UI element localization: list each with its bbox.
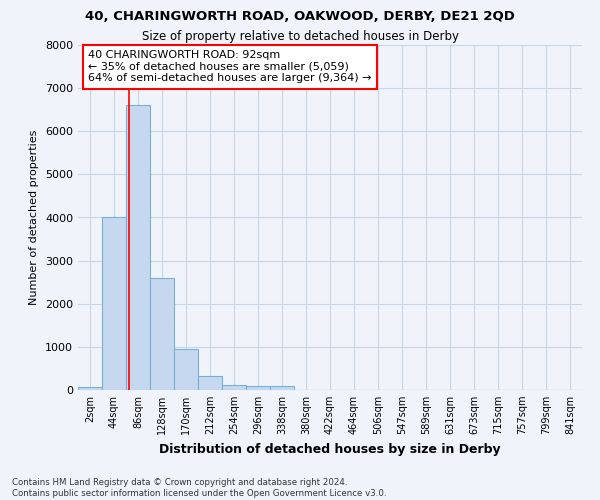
Bar [222,385,246,390]
Bar [150,278,174,390]
Text: Size of property relative to detached houses in Derby: Size of property relative to detached ho… [142,30,458,43]
Bar [270,386,294,390]
Text: 40 CHARINGWORTH ROAD: 92sqm
← 35% of detached houses are smaller (5,059)
64% of : 40 CHARINGWORTH ROAD: 92sqm ← 35% of det… [88,50,371,84]
Text: Contains HM Land Registry data © Crown copyright and database right 2024.
Contai: Contains HM Land Registry data © Crown c… [12,478,386,498]
X-axis label: Distribution of detached houses by size in Derby: Distribution of detached houses by size … [159,442,501,456]
Y-axis label: Number of detached properties: Number of detached properties [29,130,40,305]
Text: 40, CHARINGWORTH ROAD, OAKWOOD, DERBY, DE21 2QD: 40, CHARINGWORTH ROAD, OAKWOOD, DERBY, D… [85,10,515,23]
Bar [102,218,126,390]
Bar [246,386,270,390]
Bar [174,349,198,390]
Bar [198,376,222,390]
Bar [78,388,102,390]
Bar [126,106,150,390]
